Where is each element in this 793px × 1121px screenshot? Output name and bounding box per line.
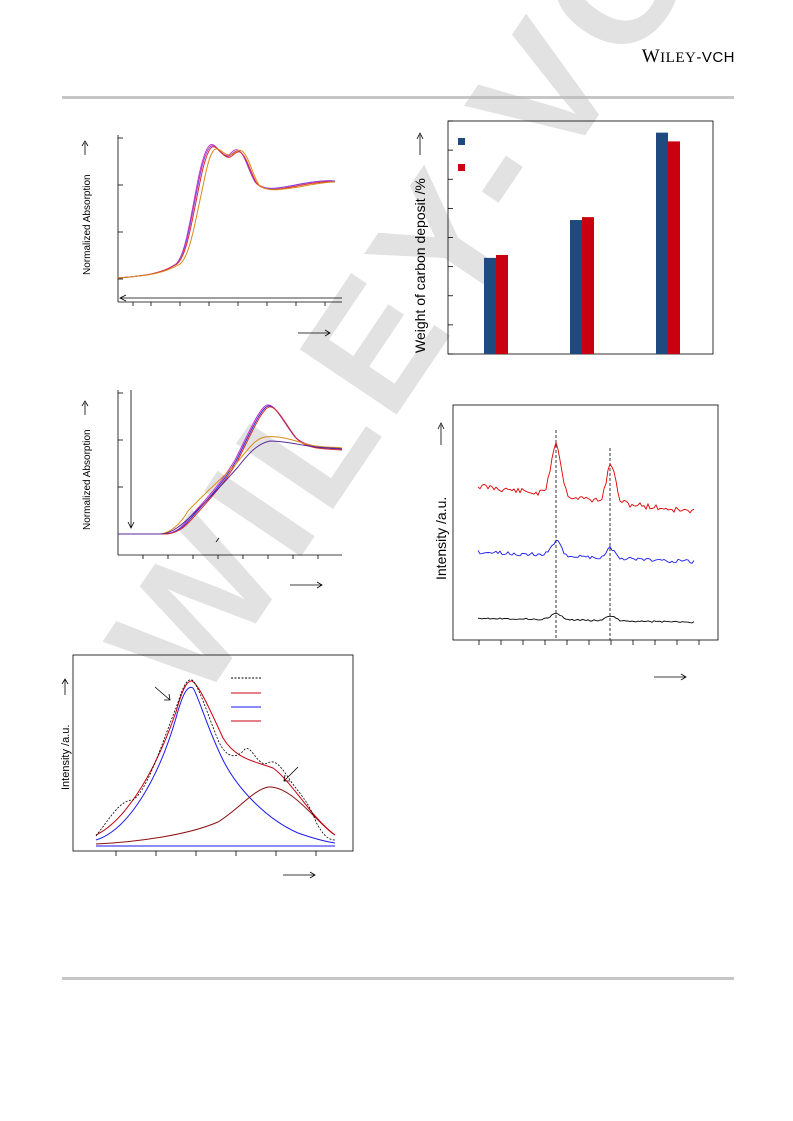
panel-d-legend [458,138,465,171]
panel-e-pattern-black [478,612,695,624]
panel-b-ylabel-arrow [81,400,89,415]
panel-a-ylabel-arrow [81,140,89,155]
panel-a-ylabel: Normalized Absorption [82,174,93,275]
panel-a-xlabel-arrow [298,329,331,337]
panel-e-ticks [478,640,700,645]
bar-series-2-cat-3 [668,141,680,354]
header-rule [62,96,734,99]
panel-c-arrow-right [283,766,299,782]
panel-e-ylabel-arrow [437,422,445,445]
panel-a-xanes-chart: Normalized Absorption [81,135,342,337]
panel-b-xanes-chart: Normalized Absorption [81,390,343,589]
panel-e-pattern-red [477,441,695,514]
panel-b-spectra [118,404,343,535]
panel-a-spectra [117,143,336,279]
panel-e-xrd-chart: Intensity /a.u. [433,404,719,681]
bar-series-2-cat-1 [496,254,508,354]
panel-b-xlabel-arrow [290,581,323,589]
panel-c-data [95,679,336,841]
bar-series-1-cat-2 [570,220,582,354]
panel-c-ylabel: Intensity /a.u. [60,725,72,790]
panel-c-fit-sum [95,680,336,836]
panel-d-bar-chart: Weight of carbon deposit /% [412,120,714,355]
panel-b-tick-mark [215,537,220,543]
panel-d-ylabel-arrow [416,132,424,155]
panel-e-ylabel: Intensity /a.u. [433,497,449,580]
panel-c-arrow-left [154,686,171,701]
panel-c-legend [231,677,261,722]
panel-c-fit-chart: Intensity /a.u. [60,654,354,879]
bar-series-2-cat-2 [582,217,594,354]
panel-e-frame [452,404,719,641]
bar-series-1-cat-3 [656,132,668,354]
panel-c-ticks [115,851,317,856]
panel-c-frame [72,654,354,852]
panel-c-xlabel-arrow [283,871,316,879]
panel-b-ylabel: Normalized Absorption [82,429,93,530]
panel-a-baseline-arrow [119,294,342,302]
panel-e-xlabel-arrow [654,673,687,681]
panel-d-yticks [448,120,453,355]
panel-b-drop-arrow [127,390,135,529]
panel-e-pattern-blue [477,539,695,564]
panel-c-ylabel-arrow [61,678,69,695]
publisher-logo: WILEY-VCH [641,46,735,67]
footer-rule [62,977,734,980]
bar-series-1-cat-1 [484,257,496,354]
panel-a-ticks [118,137,326,306]
panel-c-fit-component-1 [95,686,336,844]
panel-d-ylabel: Weight of carbon deposit /% [412,178,428,353]
